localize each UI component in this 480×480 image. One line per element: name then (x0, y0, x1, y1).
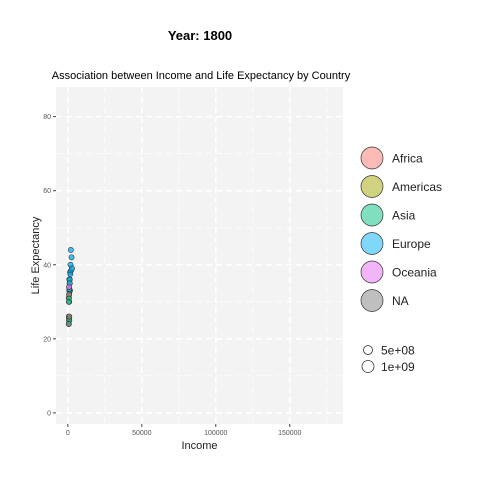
legend-key-europe (360, 232, 384, 255)
legend-key-asia (360, 203, 384, 227)
legend-key-africa (360, 146, 384, 170)
legend-key-americas (360, 175, 384, 198)
data-point (65, 321, 72, 327)
x-tick-label: 150000 (278, 430, 301, 437)
x-tick-label: 50000 (132, 430, 152, 437)
plot-panel (56, 87, 343, 424)
size-legend-key (361, 360, 375, 373)
size-legend-label: 5e+08 (381, 344, 415, 358)
legend-label: Americas (392, 180, 442, 194)
legend-label: NA (392, 294, 409, 308)
data-point (66, 291, 73, 298)
legend-label: Oceania (392, 266, 437, 280)
data-point (66, 313, 73, 320)
axis-ticks: 0 20 40 60 80 0 50000 100000 150000 (43, 114, 301, 437)
data-point (69, 265, 75, 272)
data-point (66, 284, 72, 290)
x-tick-label: 0 (66, 430, 70, 437)
y-tick-label: 20 (43, 336, 51, 343)
gridlines (56, 87, 343, 424)
legend-label: Europe (392, 237, 431, 251)
chart-title: Association between Income and Life Expe… (51, 70, 351, 82)
legend-key-na (360, 289, 384, 312)
data-points (65, 247, 75, 327)
x-tick-label: 100000 (204, 430, 227, 437)
year-title: Year: 1800 (167, 28, 233, 43)
data-point (67, 247, 74, 253)
size-legend-label: 1e+09 (381, 360, 415, 374)
data-point (68, 254, 75, 261)
legend-label: Africa (392, 152, 423, 166)
legend: Africa Americas Asia Europe Oceania NA 5e+08 1e… (360, 146, 442, 374)
x-axis-label: Income (181, 440, 217, 452)
y-tick-label: 0 (47, 410, 51, 417)
y-tick-label: 80 (43, 114, 51, 121)
legend-key-oceania (360, 260, 384, 284)
y-tick-label: 60 (43, 188, 51, 195)
legend-label: Asia (392, 209, 416, 223)
size-legend-key (363, 345, 373, 355)
data-point (65, 298, 72, 305)
y-tick-label: 40 (43, 262, 51, 269)
y-axis-label: Life Expectancy (30, 216, 42, 294)
